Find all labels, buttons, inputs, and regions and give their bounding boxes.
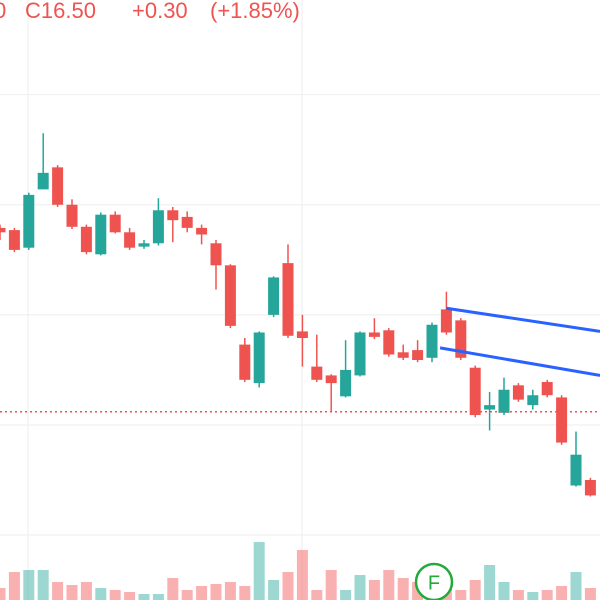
candle-body — [253, 332, 265, 384]
candle-body — [556, 397, 568, 443]
volume-bar — [124, 592, 136, 600]
candle-body — [383, 330, 395, 355]
candle-body — [541, 382, 553, 396]
volume-bar — [469, 580, 481, 600]
volume-bar — [541, 590, 553, 600]
ohlc-close: C16.50 — [25, 0, 96, 23]
candle-body — [80, 226, 92, 253]
candle-body — [268, 277, 280, 315]
volume-bar — [253, 542, 265, 600]
candle-body — [340, 369, 352, 397]
candle-body — [296, 331, 308, 338]
candle-body — [152, 210, 164, 244]
volume-bar — [37, 570, 49, 600]
volume-bar — [52, 582, 64, 600]
candle-body — [498, 389, 510, 413]
event-marker-label: F — [428, 572, 440, 594]
volume-bar — [368, 580, 380, 600]
candle-body — [167, 210, 179, 221]
volume-bar — [8, 572, 20, 600]
volume-bar — [138, 594, 150, 600]
candle-body — [282, 263, 294, 336]
candle-body — [368, 332, 380, 337]
candle-body — [109, 214, 121, 233]
candle-body — [0, 227, 6, 233]
trend-line — [439, 346, 600, 377]
ohlc-change: +0.30 — [132, 0, 188, 23]
candle-body — [181, 216, 193, 228]
volume-bar — [268, 580, 280, 600]
candle-body — [95, 214, 107, 255]
candle-body — [469, 367, 481, 416]
ohlc-open: 0 — [0, 0, 6, 23]
event-marker — [414, 562, 454, 600]
volume-bar — [455, 590, 467, 600]
candle-body — [354, 332, 366, 376]
volume-bar — [584, 588, 596, 600]
volume-bar — [80, 582, 92, 600]
candle-body — [455, 320, 467, 358]
volume-bar — [109, 590, 121, 600]
volume-bar — [181, 590, 193, 600]
volume-bar — [556, 586, 568, 600]
volume-bar — [282, 572, 294, 600]
ohlc-change-pct: (+1.85%) — [210, 0, 300, 23]
candle-body — [527, 395, 539, 406]
volume-bar — [325, 570, 337, 600]
candle-body — [8, 230, 20, 250]
candle-body — [37, 172, 49, 190]
candle-body — [239, 344, 251, 380]
volume-bar — [167, 578, 179, 600]
volume-bar — [66, 585, 78, 600]
candle-body — [397, 352, 409, 358]
volume-bar — [512, 590, 524, 600]
volume-bar — [23, 570, 35, 600]
volume-bar — [296, 550, 308, 600]
volume-bar — [152, 594, 164, 600]
volume-bar — [340, 590, 352, 600]
candle-body — [325, 375, 337, 384]
candle-body — [412, 350, 424, 360]
volume-bar — [0, 588, 6, 600]
volume-bar — [196, 586, 208, 600]
volume-bar — [484, 565, 496, 600]
candle-body — [23, 194, 35, 248]
trend-line — [446, 306, 600, 333]
volume-bar — [354, 575, 366, 600]
volume-bar — [239, 586, 251, 600]
volume-bar — [210, 584, 222, 600]
candle-body — [512, 385, 524, 400]
volume-bar — [311, 590, 323, 600]
candle-body — [66, 204, 78, 227]
volume-bar — [527, 592, 539, 600]
candle-body — [196, 227, 208, 235]
candle-body — [52, 167, 64, 205]
volume-bar — [498, 582, 510, 600]
candle-body — [440, 309, 452, 333]
candle-body — [210, 243, 222, 266]
candle-body — [484, 405, 496, 410]
candle-body — [138, 243, 150, 247]
volume-bar — [570, 572, 582, 600]
volume-bar — [224, 582, 236, 600]
candle-body — [426, 324, 438, 358]
candle-body — [224, 265, 236, 326]
volume-bar — [397, 578, 409, 600]
candle-body — [124, 232, 136, 248]
candle-body — [311, 366, 323, 380]
volume-bar — [383, 570, 395, 600]
candle-body — [584, 480, 596, 496]
volume-bar — [95, 588, 107, 600]
candle-body — [570, 454, 582, 486]
